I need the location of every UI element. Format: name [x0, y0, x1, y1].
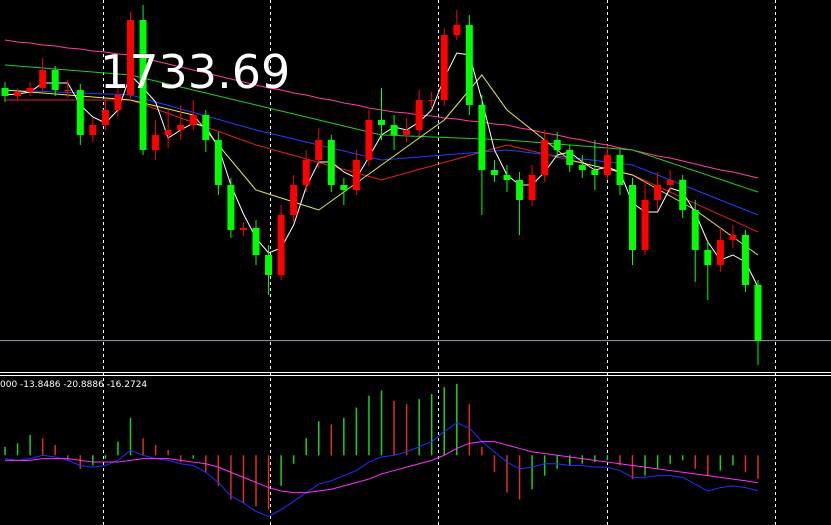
candle-body: [214, 140, 222, 185]
candle-body: [290, 185, 298, 215]
candle-body: [641, 200, 649, 250]
candle-body: [315, 140, 323, 160]
candle-body: [14, 92, 22, 96]
candle-body: [64, 90, 72, 91]
candle-body: [302, 160, 310, 185]
candle-body: [741, 235, 749, 285]
candle-body: [239, 228, 247, 230]
candle-body: [553, 140, 561, 150]
candle-body: [26, 88, 34, 92]
candle-body: [428, 100, 436, 101]
candle-body: [415, 100, 423, 130]
indicator-values: 000 -13.8486 -20.8886 -16.2724: [0, 380, 147, 390]
candle-body: [716, 240, 724, 265]
candle-body: [127, 20, 134, 95]
candle-body: [490, 170, 498, 175]
candle-body: [503, 175, 511, 180]
candle-body: [89, 125, 97, 135]
candle-body: [152, 135, 160, 150]
candle-body: [566, 150, 574, 165]
candle-body: [202, 115, 210, 140]
macd-pane: [4, 383, 759, 518]
candle-body: [403, 130, 411, 135]
candle-body: [189, 115, 197, 125]
macd-line: [5, 441, 759, 494]
candle-body: [352, 160, 360, 190]
candle-body: [578, 165, 586, 170]
candle-body: [629, 185, 636, 250]
candle-body: [679, 180, 687, 210]
candle-body: [227, 185, 235, 230]
candle-body: [340, 185, 348, 190]
candle-body: [1, 88, 9, 96]
candle-body: [101, 110, 109, 125]
candle-body: [654, 185, 662, 200]
candle-body: [729, 235, 737, 240]
candle-body: [754, 285, 762, 341]
candle-body: [252, 228, 260, 255]
candle-body: [277, 215, 285, 275]
candle-body: [541, 140, 549, 175]
candle-body: [39, 70, 47, 88]
candle-body: [265, 255, 273, 275]
candle-body: [390, 125, 398, 135]
candle-body: [616, 155, 624, 185]
candle-body: [51, 70, 59, 90]
candle-body: [139, 20, 147, 150]
candle-body: [528, 175, 536, 200]
candle-body: [378, 120, 385, 125]
bid-price: 1733.69: [100, 45, 290, 99]
candle-body: [704, 250, 712, 265]
candle-body: [177, 125, 185, 130]
candle-body: [76, 90, 84, 135]
candle-body: [478, 105, 486, 170]
candle-body: [516, 180, 524, 200]
candle-body: [114, 95, 122, 110]
candle-body: [365, 120, 373, 160]
candle-body: [603, 155, 611, 175]
price-pane: [0, 5, 831, 365]
candle-body: [164, 130, 172, 135]
candle-body: [666, 180, 674, 185]
candle-body: [327, 140, 335, 185]
macd-line: [4, 422, 759, 518]
candle-body: [691, 210, 699, 250]
candle-body: [453, 25, 461, 35]
candle-body: [440, 35, 448, 100]
candle-body: [591, 170, 599, 175]
candle-body: [465, 25, 473, 105]
